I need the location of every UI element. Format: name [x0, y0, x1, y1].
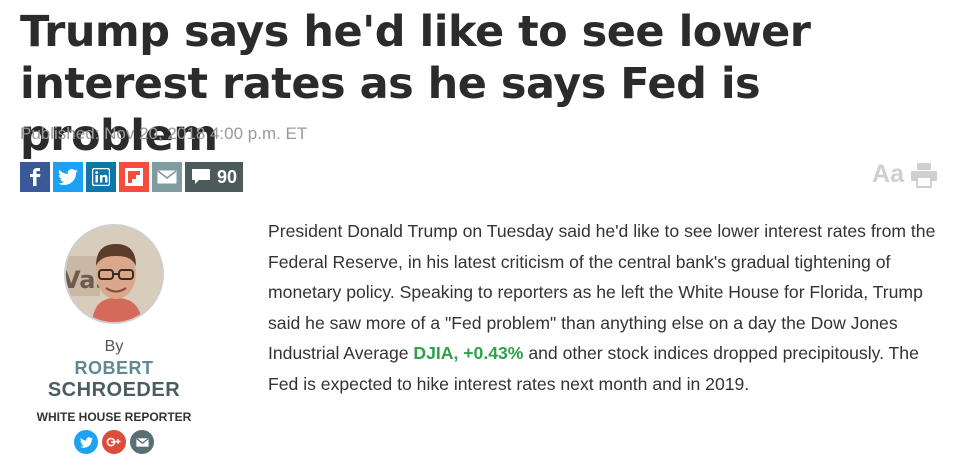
author-social-links	[30, 430, 198, 454]
email-icon	[135, 437, 149, 447]
flipboard-icon	[125, 168, 143, 186]
author-first-name[interactable]: ROBERT	[74, 358, 154, 378]
print-icon[interactable]	[910, 162, 938, 188]
linkedin-share-button[interactable]	[86, 162, 116, 192]
flipboard-share-button[interactable]	[119, 162, 149, 192]
author-google-plus-button[interactable]	[102, 430, 126, 454]
twitter-share-button[interactable]	[53, 162, 83, 192]
comment-icon	[192, 169, 210, 184]
linkedin-icon	[92, 168, 110, 186]
author-last-name[interactable]: SCHROEDER	[47, 379, 181, 401]
author-role: WHITE HOUSE REPORTER	[36, 410, 192, 424]
google-plus-icon	[106, 437, 121, 447]
body-text-part-1: President Donald Trump on Tuesday said h…	[268, 221, 936, 364]
ticker-quote-link[interactable]: DJIA, +0.43%	[413, 343, 524, 364]
facebook-icon	[30, 168, 41, 186]
published-date: Published: Nov 20, 2018 4:00 p.m. ET	[20, 124, 308, 143]
comments-button[interactable]: 90	[185, 162, 243, 192]
article-tools: Aa	[872, 160, 938, 189]
share-bar: 90	[20, 162, 243, 192]
twitter-icon	[58, 169, 78, 185]
email-share-button[interactable]	[152, 162, 182, 192]
byline-prefix: By	[104, 338, 124, 355]
facebook-share-button[interactable]	[20, 162, 50, 192]
article-headline: Trump says he'd like to see lower intere…	[20, 7, 811, 161]
font-size-button[interactable]: Aa	[872, 160, 904, 188]
email-icon	[157, 170, 177, 184]
comment-count: 90	[217, 166, 238, 187]
author-twitter-button[interactable]	[74, 430, 98, 454]
twitter-icon	[79, 436, 93, 448]
author-email-button[interactable]	[130, 430, 154, 454]
author-card: Vas By ROBERT SCHROEDER WHITE HOUSE REPO…	[30, 220, 198, 454]
article-body: President Donald Trump on Tuesday said h…	[268, 216, 938, 400]
author-photo-image: Vas	[66, 226, 162, 322]
author-photo[interactable]: Vas	[64, 224, 164, 324]
body-text-part-2: and other stock indices dropped precipit…	[268, 343, 919, 394]
